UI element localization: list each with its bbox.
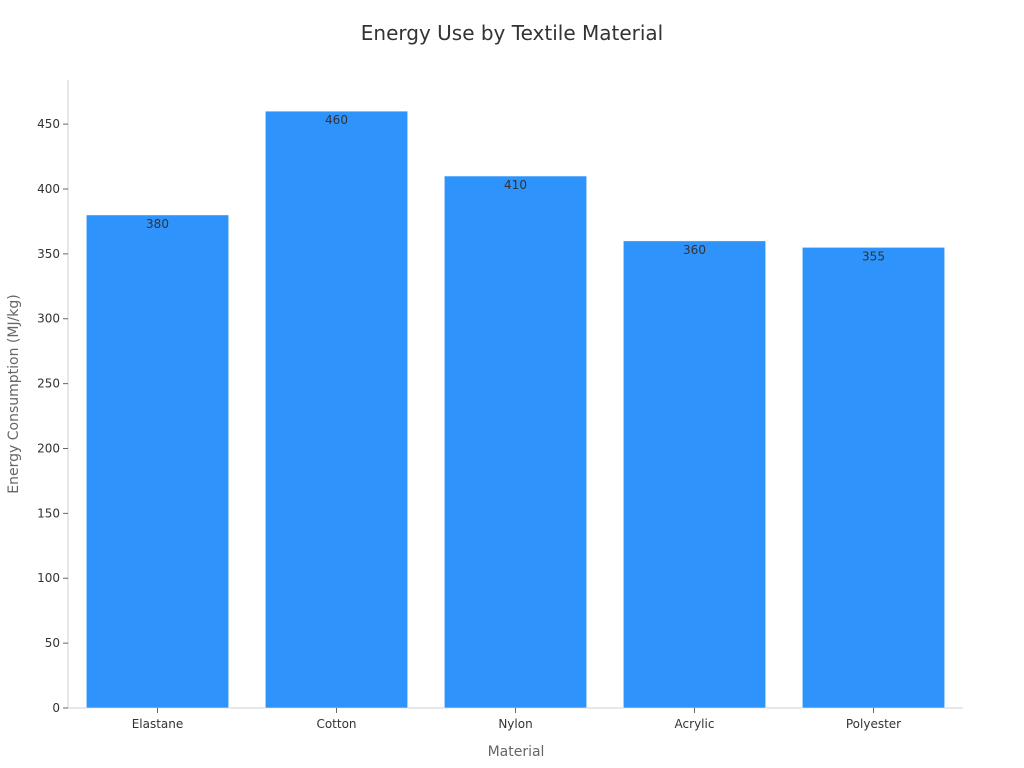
y-tick-label: 200 bbox=[37, 441, 60, 455]
x-tick-label: Nylon bbox=[498, 717, 532, 731]
y-tick-label: 450 bbox=[37, 117, 60, 131]
y-tick-label: 350 bbox=[37, 247, 60, 261]
bar-polyester bbox=[802, 247, 945, 709]
y-tick-label: 50 bbox=[45, 636, 60, 650]
data-label: 410 bbox=[504, 178, 527, 192]
y-axis-title: Energy Consumption (MJ/kg) bbox=[6, 294, 22, 493]
x-tick-label: Cotton bbox=[316, 717, 356, 731]
y-tick-label: 400 bbox=[37, 182, 60, 196]
x-tick-label: Acrylic bbox=[675, 717, 715, 731]
chart-title: Energy Use by Textile Material bbox=[361, 21, 663, 45]
x-axis-title: Material bbox=[488, 744, 545, 760]
data-label: 355 bbox=[862, 249, 885, 263]
x-tick-label: Elastane bbox=[132, 717, 184, 731]
data-label: 360 bbox=[683, 243, 706, 257]
y-tick-label: 300 bbox=[37, 312, 60, 326]
bar-acrylic bbox=[623, 240, 766, 709]
bar-cotton bbox=[265, 110, 408, 709]
data-label: 380 bbox=[146, 217, 169, 231]
data-label: 460 bbox=[325, 113, 348, 127]
x-tick-label: Polyester bbox=[846, 717, 901, 731]
y-tick-label: 0 bbox=[52, 701, 60, 715]
bar-elastane bbox=[86, 214, 229, 709]
y-tick-label: 150 bbox=[37, 506, 60, 520]
y-tick-label: 100 bbox=[37, 571, 60, 585]
y-tick-label: 250 bbox=[37, 377, 60, 391]
bar-nylon bbox=[444, 175, 587, 709]
